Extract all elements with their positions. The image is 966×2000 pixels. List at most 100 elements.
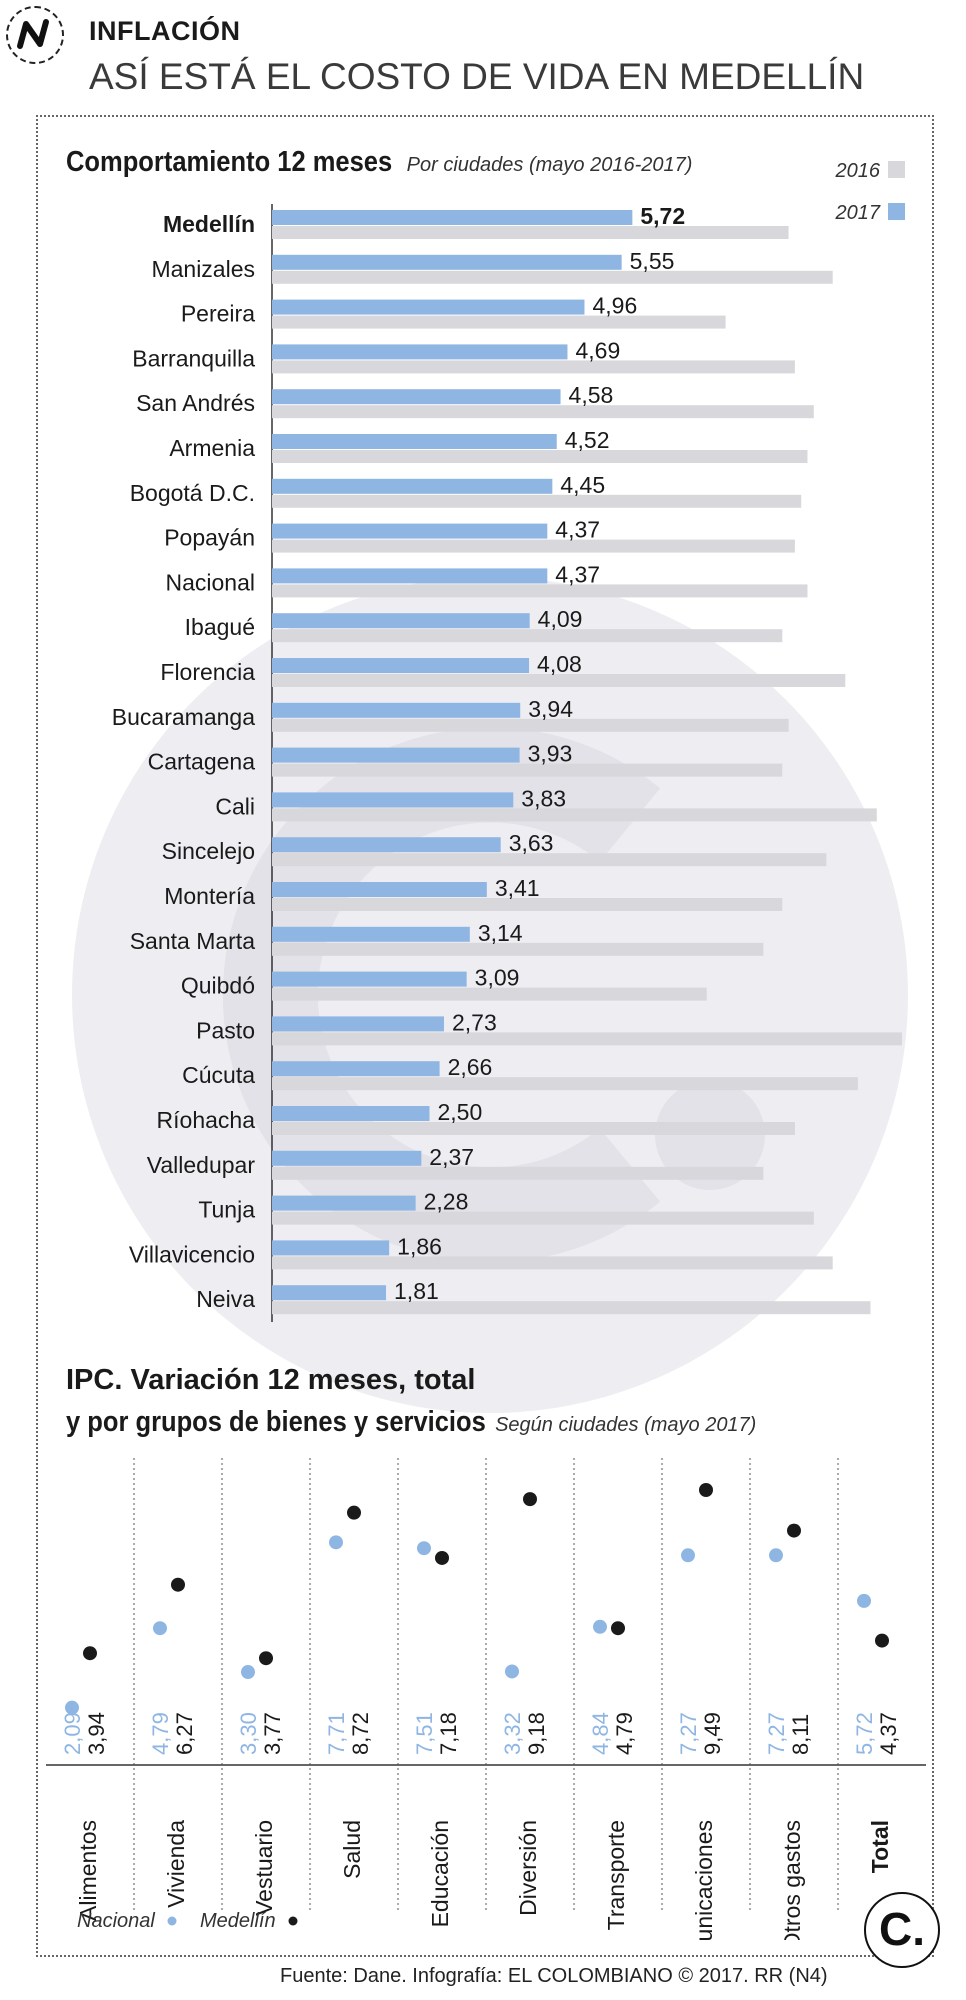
category-label: Florencia bbox=[160, 659, 255, 685]
bar-2017 bbox=[272, 523, 548, 539]
nacional-dot bbox=[65, 1700, 79, 1715]
category-label: Otros gastos bbox=[779, 1820, 805, 1940]
bar-chart-subtitle: Por ciudades (mayo 2016-2017) bbox=[406, 154, 693, 176]
nacional-dot bbox=[329, 1535, 343, 1550]
bar-2016 bbox=[272, 270, 833, 284]
category-label: Alimentos bbox=[75, 1820, 101, 1921]
bar-2017 bbox=[272, 792, 514, 808]
el-colombiano-logo-icon: C. bbox=[864, 1892, 940, 1968]
bar-2017 bbox=[272, 1016, 444, 1032]
section-kicker: INFLACIÓN bbox=[89, 16, 241, 46]
bar-2016 bbox=[272, 629, 783, 643]
category-label: Diversión bbox=[515, 1820, 541, 1916]
bar-2016 bbox=[272, 763, 783, 777]
nacional-value-label: 7,71 bbox=[324, 1712, 349, 1755]
data-label: 4,58 bbox=[569, 382, 614, 408]
category-label: Bucaramanga bbox=[112, 704, 255, 730]
medellin-dot bbox=[523, 1492, 537, 1507]
dot-chart-title-line1: IPC. Variación 12 meses, total bbox=[66, 1364, 476, 1396]
bar-2016 bbox=[272, 360, 795, 374]
bar-2017 bbox=[272, 1150, 422, 1166]
data-label: 3,93 bbox=[528, 741, 573, 767]
legend-label-nacional: Nacional bbox=[77, 1910, 155, 1932]
category-label: Valledupar bbox=[147, 1152, 256, 1178]
category-label: Montería bbox=[164, 883, 255, 909]
nacional-dot bbox=[593, 1619, 607, 1634]
category-label: Santa Marta bbox=[130, 928, 255, 954]
data-label: 3,41 bbox=[495, 875, 540, 901]
medellin-value-label: 3,77 bbox=[260, 1712, 285, 1755]
bar-2016 bbox=[272, 315, 726, 329]
category-label: Manizales bbox=[151, 256, 255, 282]
nacional-dot bbox=[153, 1621, 167, 1636]
medellin-value-label: 9,18 bbox=[524, 1712, 549, 1755]
medellin-dot bbox=[171, 1577, 185, 1592]
bar-2017 bbox=[272, 971, 467, 987]
data-label: 5,55 bbox=[630, 248, 675, 274]
data-label: 4,69 bbox=[575, 337, 620, 363]
category-label: Cartagena bbox=[148, 749, 256, 775]
bar-chart: 5,72 Medellín 5,55 Manizales 4,96 Pereira 4,69… bbox=[112, 160, 905, 1322]
dot-chart-title-line2: y por grupos de bienes y servicios bbox=[66, 1406, 486, 1438]
legend-swatch-2016 bbox=[888, 161, 905, 178]
medellin-value-label: 8,11 bbox=[788, 1714, 813, 1755]
category-label: Nacional bbox=[166, 569, 256, 595]
category-label: Cúcuta bbox=[182, 1062, 255, 1088]
medellin-value-label: 9,49 bbox=[700, 1712, 725, 1755]
bar-2017 bbox=[272, 658, 530, 673]
legend-dot-medellin bbox=[288, 1916, 298, 1926]
medellin-dot bbox=[875, 1633, 889, 1648]
bar-2016 bbox=[272, 898, 783, 911]
nacional-dot bbox=[769, 1548, 783, 1563]
bar-2016 bbox=[272, 405, 814, 419]
bar-2017 bbox=[272, 1106, 430, 1121]
bar-2016 bbox=[272, 942, 764, 956]
legend-dot-nacional bbox=[167, 1916, 177, 1926]
category-label: Comunicaciones bbox=[691, 1820, 717, 1940]
bar-2016 bbox=[272, 1301, 871, 1315]
source-credit: Fuente: Dane. Infografía: EL COLOMBIANO … bbox=[280, 1965, 828, 1987]
bar-chart-title: Comportamiento 12 meses bbox=[66, 146, 393, 178]
bar-2016 bbox=[272, 1211, 814, 1225]
nacional-dot bbox=[857, 1593, 871, 1608]
dot-chart-subtitle: Según ciudades (mayo 2017) bbox=[495, 1414, 757, 1436]
nacional-value-label: 2,09 bbox=[60, 1712, 85, 1755]
nacional-value-label: 3,32 bbox=[500, 1712, 525, 1755]
bar-2016 bbox=[272, 1256, 833, 1270]
bar-2016 bbox=[272, 1077, 858, 1091]
bar-2016 bbox=[272, 1166, 764, 1180]
bar-2017 bbox=[272, 568, 548, 584]
bar-2017 bbox=[272, 747, 520, 763]
data-label: 4,45 bbox=[560, 472, 605, 498]
bar-2016 bbox=[272, 718, 789, 732]
data-label: 4,37 bbox=[555, 561, 600, 587]
nacional-value-label: 7,27 bbox=[764, 1712, 789, 1755]
category-label: San Andrés bbox=[136, 390, 255, 416]
category-label: Medellín bbox=[163, 211, 255, 237]
data-label: 3,09 bbox=[475, 965, 520, 991]
category-label: Quibdó bbox=[181, 973, 255, 999]
infographic-frame bbox=[36, 115, 934, 1957]
nacional-value-label: 7,27 bbox=[676, 1712, 701, 1755]
category-label: Villavicencio bbox=[129, 1241, 255, 1267]
nacional-value-label: 3,30 bbox=[236, 1712, 261, 1755]
data-label: 1,86 bbox=[397, 1233, 442, 1259]
category-label: Salud bbox=[339, 1820, 365, 1879]
medellin-value-label: 3,94 bbox=[84, 1712, 109, 1755]
data-label: 5,72 bbox=[640, 203, 685, 229]
data-label: 4,09 bbox=[538, 606, 583, 632]
medellin-dot bbox=[347, 1505, 361, 1520]
medellin-dot bbox=[435, 1550, 449, 1565]
nacional-dot bbox=[417, 1541, 431, 1556]
nacional-value-label: 4,79 bbox=[148, 1712, 173, 1755]
category-label: Educación bbox=[427, 1820, 453, 1927]
bar-2017 bbox=[272, 1240, 390, 1256]
category-label: Sincelejo bbox=[162, 838, 255, 864]
bar-2016 bbox=[272, 494, 802, 508]
medellin-value-label: 7,18 bbox=[436, 1712, 461, 1755]
bar-chart-title-row: Comportamiento 12 meses Por ciudades (ma… bbox=[66, 146, 692, 179]
data-label: 2,73 bbox=[452, 1009, 497, 1035]
category-label: Barranquilla bbox=[132, 345, 255, 371]
category-label: Ríohacha bbox=[157, 1107, 256, 1133]
